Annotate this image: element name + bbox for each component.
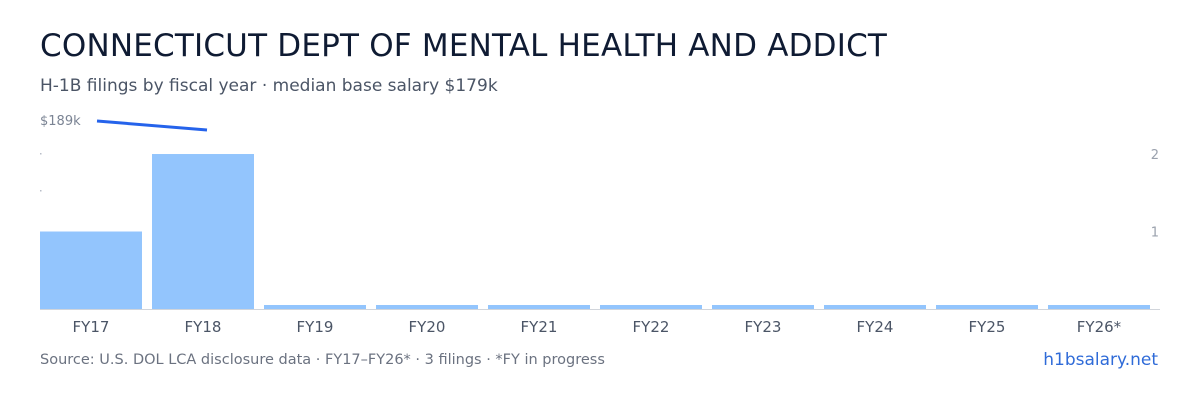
category-labels: FY17 FY18 FY19 FY20 FY21 FY22 FY23 FY24 FY25 FY26… (73, 318, 1122, 336)
right-tick-2: 2 (1151, 148, 1159, 163)
x-tick-label-FY18: FY18 (185, 318, 222, 336)
left-tick-salary: $189k (40, 114, 81, 129)
salary-line-layer (96, 119, 208, 132)
source-note: Source: U.S. DOL LCA disclosure data · F… (40, 352, 605, 368)
left-axis-ticks: $189k (40, 114, 81, 192)
bar-FY25 (936, 305, 1038, 309)
x-tick-label-FY20: FY20 (409, 318, 446, 336)
brand-link[interactable]: h1bsalary.net (1043, 350, 1158, 370)
x-tick-label-FY26: FY26* (1077, 318, 1122, 336)
x-tick-label-FY25: FY25 (969, 318, 1006, 336)
x-tick-label-FY17: FY17 (73, 318, 110, 336)
bar-FY23 (712, 305, 814, 309)
bars-layer (40, 154, 1150, 309)
x-tick-label-FY24: FY24 (857, 318, 894, 336)
bar-FY22 (600, 305, 702, 309)
bar-FY26 (1048, 305, 1150, 309)
left-tick-mark-0 (40, 153, 42, 155)
salary-line (96, 119, 208, 132)
chart-subtitle: H-1B filings by fiscal year · median bas… (40, 76, 498, 96)
x-tick-label-FY22: FY22 (633, 318, 670, 336)
bar-FY19 (264, 305, 366, 309)
left-tick-mark-1 (40, 190, 42, 192)
bar-FY24 (824, 305, 926, 309)
bar-FY17 (40, 231, 142, 309)
x-tick-label-FY23: FY23 (745, 318, 782, 336)
x-tick-label-FY21: FY21 (521, 318, 558, 336)
x-tick-label-FY19: FY19 (297, 318, 334, 336)
bar-FY18 (152, 154, 254, 309)
bar-FY20 (376, 305, 478, 309)
right-tick-1: 1 (1151, 226, 1159, 241)
bar-FY21 (488, 305, 590, 309)
chart-title: CONNECTICUT DEPT OF MENTAL HEALTH AND AD… (40, 28, 888, 64)
right-axis-ticks: 21 (1151, 148, 1159, 240)
